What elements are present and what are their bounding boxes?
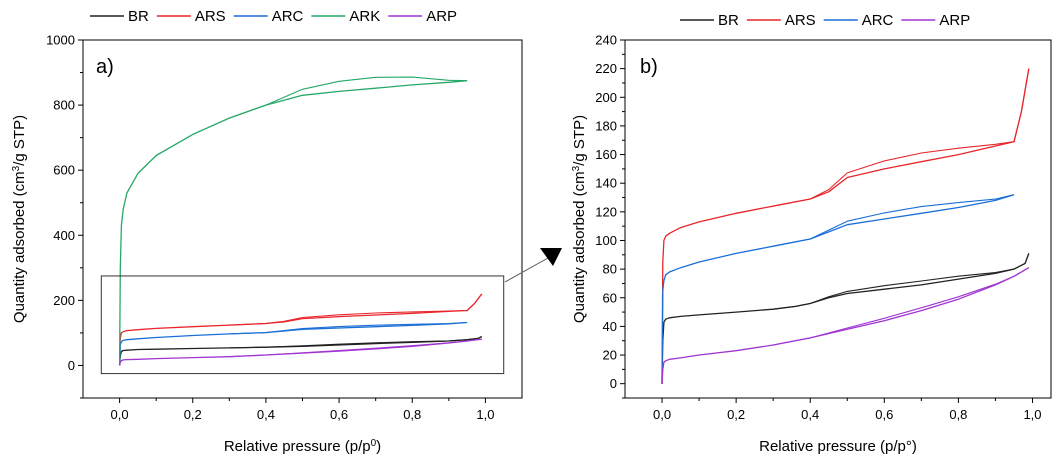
panel-a: 0,0 0,2 0,4 0,6 0,8 1,0 0 200 400 600 800 1000 Relat… <box>11 8 523 455</box>
x-axis-title: Relative pressure (p/p°) <box>759 438 917 455</box>
panel-label: a) <box>96 56 114 78</box>
panel-label: b) <box>640 56 658 78</box>
y-tick-label: 240 <box>595 33 617 48</box>
series-desorption-ars <box>229 293 483 326</box>
legend-label-br: BR <box>128 8 149 25</box>
y-tick-label: 160 <box>595 147 617 162</box>
y-tick-label: 400 <box>53 228 75 243</box>
y-tick-label: 40 <box>603 319 617 334</box>
y-tick-label: 0 <box>68 358 75 373</box>
y-tick-label: 200 <box>595 90 617 105</box>
y-tick-label: 180 <box>595 118 617 133</box>
x-axis-title-text: Relative pressure (p/p <box>224 438 371 455</box>
series-line-arc <box>661 194 1015 384</box>
legend-label-arp: ARP <box>939 12 970 29</box>
y-tick-label: 1000 <box>46 33 75 48</box>
y-axis-title-superscript: 3 <box>11 165 22 171</box>
x-axis-title: Relative pressure (p/p0) <box>224 438 381 455</box>
connector-line <box>504 257 549 283</box>
zoom-connector-arrow <box>504 248 562 283</box>
legend-label-ark: ARK <box>349 8 380 25</box>
y-axis-title-superscript: 3 <box>571 165 582 171</box>
series-desorption-arp <box>229 338 482 358</box>
x-axis-title-end: ) <box>376 438 381 455</box>
series-desorption-arc <box>773 194 1015 247</box>
panel-b: 0,0 0,2 0,4 0,6 0,8 1,0 0 20 40 60 80 100 120 140 160 1… <box>571 12 1052 455</box>
series-line-arp <box>118 338 482 366</box>
x-tick-label: 0,6 <box>875 407 893 422</box>
y-axis-title: Quantity adsorbed (cm3/g STP) <box>571 115 589 323</box>
x-tick-label: 1,0 <box>1023 407 1041 422</box>
x-tick-label: 1,0 <box>476 407 494 422</box>
series-line-ars <box>661 68 1030 384</box>
series-desorption-br <box>229 336 483 349</box>
y-tick-label: 0 <box>610 376 617 391</box>
legend-label-ars: ARS <box>785 12 816 29</box>
y-tick-label: 100 <box>595 233 617 248</box>
series-desorption-arp <box>773 267 1030 346</box>
x-tick-label: 0,4 <box>257 407 275 422</box>
y-axis-title-end: /g STP) <box>11 115 28 166</box>
x-axis-title-superscript: 0 <box>371 438 377 449</box>
plot-frame <box>82 39 523 399</box>
x-tick-label: 0,0 <box>653 407 671 422</box>
y-tick-label: 200 <box>53 293 75 308</box>
series-desorption-ars <box>773 68 1030 207</box>
legend-label-arc: ARC <box>862 12 894 29</box>
series-desorption-br <box>773 253 1030 310</box>
x-axis-title-text: Relative pressure (p/p°) <box>759 438 917 455</box>
y-axis-title-text: Quantity adsorbed (cm <box>11 171 28 323</box>
x-tick-label: 0,8 <box>403 407 421 422</box>
series-line-br <box>661 253 1030 384</box>
y-tick-label: 20 <box>603 348 617 363</box>
connector-arrowhead <box>540 248 562 266</box>
y-tick-label: 60 <box>603 290 617 305</box>
series-desorption-arc <box>229 321 468 335</box>
y-tick-label: 140 <box>595 176 617 191</box>
zoom-box <box>100 275 505 375</box>
x-tick-label: 0,6 <box>330 407 348 422</box>
x-tick-label: 0,2 <box>184 407 202 422</box>
y-axis-title-end: /g STP) <box>571 115 588 166</box>
series-line-arc <box>118 321 468 366</box>
x-tick-label: 0,2 <box>727 407 745 422</box>
legend-label-arc: ARC <box>272 8 304 25</box>
series-line-arp <box>661 267 1030 384</box>
y-axis-title-text: Quantity adsorbed (cm <box>571 171 588 323</box>
y-tick-label: 120 <box>595 204 617 219</box>
x-tick-label: 0,4 <box>801 407 819 422</box>
series-line-ark <box>118 80 468 366</box>
legend-label-br: BR <box>718 12 739 29</box>
y-tick-label: 800 <box>53 98 75 113</box>
series-desorption-ark <box>229 76 468 119</box>
legend-label-ars: ARS <box>195 8 226 25</box>
y-tick-label: 600 <box>53 163 75 178</box>
y-tick-label: 220 <box>595 61 617 76</box>
y-tick-label: 80 <box>603 262 617 277</box>
y-axis-title: Quantity adsorbed (cm3/g STP) <box>11 115 29 323</box>
x-tick-label: 0,8 <box>949 407 967 422</box>
plot-frame <box>624 39 1052 399</box>
legend-label-arp: ARP <box>426 8 457 25</box>
x-tick-label: 0,0 <box>111 407 129 422</box>
